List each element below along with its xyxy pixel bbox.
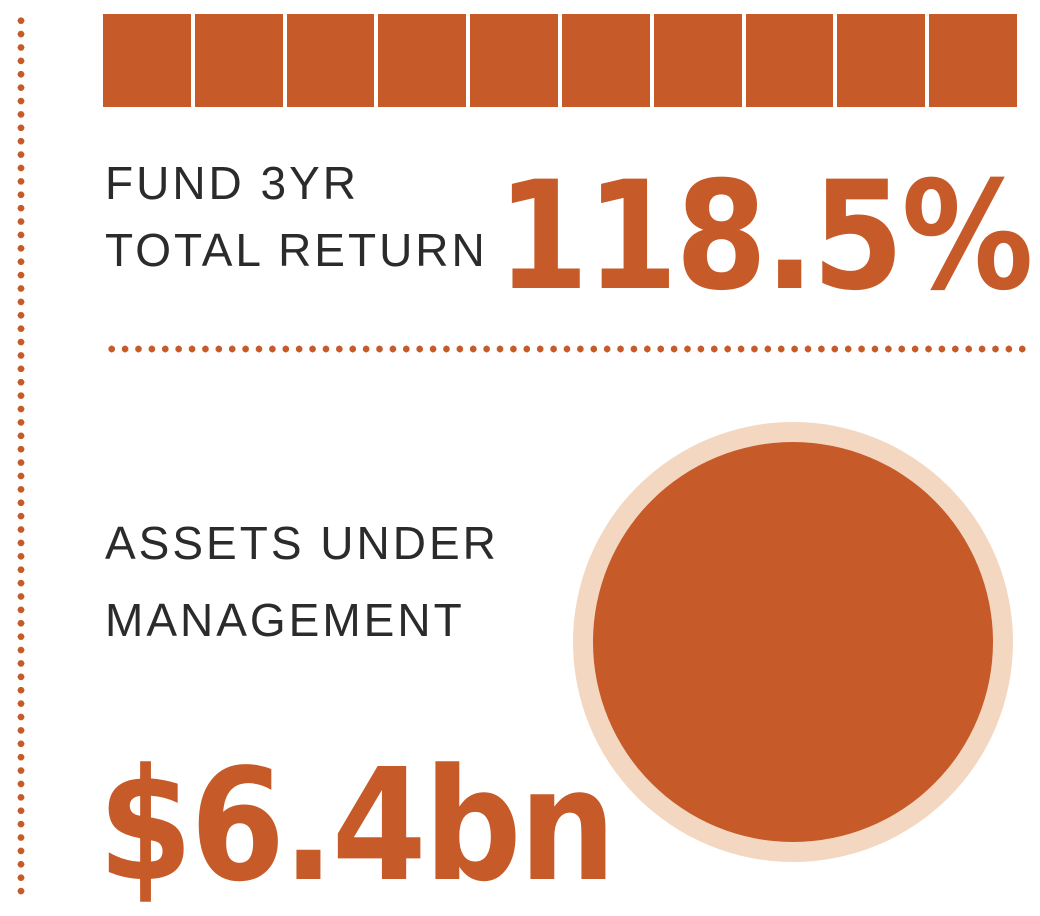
bar-segment xyxy=(470,14,558,107)
bar-segment xyxy=(194,14,283,107)
vertical-dotted-border xyxy=(17,14,25,896)
return-label-line1: FUND 3YR xyxy=(105,157,360,209)
aum-circle-chart xyxy=(573,422,1013,862)
aum-value: $6.4bn xyxy=(98,735,616,916)
infographic: FUND 3YR TOTAL RETURN 118.5% ASSETS UNDE… xyxy=(17,14,1034,903)
aum-label-line1: ASSETS UNDER xyxy=(105,517,499,569)
return-label-line2: TOTAL RETURN xyxy=(105,224,488,276)
bar-segment xyxy=(378,14,467,107)
aum-label-line2: MANAGEMENT xyxy=(105,594,465,646)
aum-circle-fill xyxy=(593,442,993,842)
bar-segment xyxy=(653,14,742,107)
return-value: 118.5% xyxy=(497,150,1034,324)
bar-segment xyxy=(929,14,1017,107)
bar-segment xyxy=(837,14,926,107)
bar-segment xyxy=(561,14,650,107)
dotted-divider xyxy=(105,345,1032,353)
bar-segment xyxy=(286,14,375,107)
return-bar-chart xyxy=(103,14,1017,107)
bar-segment xyxy=(745,14,834,107)
bar-segment xyxy=(103,14,191,107)
